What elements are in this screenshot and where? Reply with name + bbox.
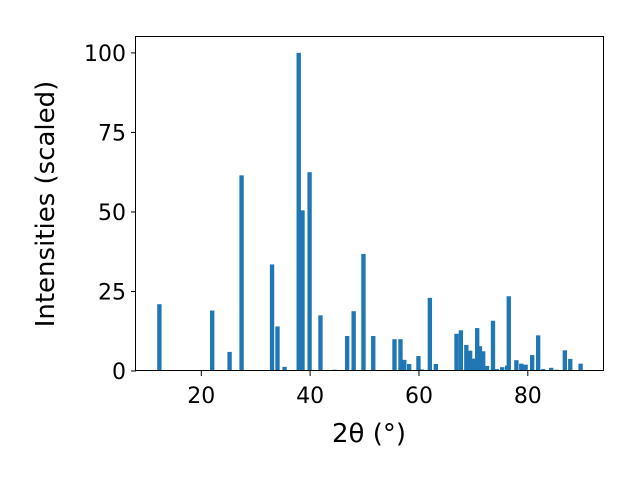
bar [506,296,511,371]
bar [318,315,323,371]
y-tick-label: 25 [98,280,126,305]
bar [351,311,356,371]
x-axis-label: 2θ (°) [332,419,406,449]
bar [275,326,280,371]
bar [529,355,535,371]
plot-frame [135,36,604,371]
bar [157,304,162,371]
bar [477,346,483,371]
bar [239,175,244,371]
bar [467,350,473,371]
bar [454,333,459,371]
bar [402,359,407,371]
bar [490,320,496,371]
bar [514,360,519,371]
bar [578,363,583,371]
x-tick-label: 20 [187,384,215,409]
y-tick-label: 75 [98,121,126,146]
y-tick-label: 50 [98,201,126,226]
bar [549,367,554,371]
bar [210,310,215,371]
x-tick-label: 80 [514,384,542,409]
bar [475,328,480,371]
x-tick-label: 60 [405,384,433,409]
bar [481,351,486,371]
bar [427,297,433,371]
bar [458,330,464,371]
y-axis-ticks: 0 25 50 75 100 [84,42,136,385]
bar [307,172,312,371]
bar [282,366,287,371]
bar [416,356,421,371]
bar [398,339,403,371]
bar [523,364,528,371]
bar [227,351,232,371]
x-axis-ticks: 20 40 60 80 [187,371,542,409]
bar [500,367,505,371]
bar [392,339,397,371]
bar [269,264,275,371]
bar [344,336,350,371]
bar [464,344,469,371]
bar [371,336,376,371]
bar [568,358,573,371]
bars-group [157,52,583,372]
bar [519,363,524,371]
y-axis-label: Intensities (scaled) [31,81,61,328]
x-tick-label: 40 [296,384,324,409]
bar [535,335,541,371]
bar [484,365,490,371]
bar [471,358,477,371]
y-tick-label: 100 [84,42,126,67]
bar [361,253,366,371]
bar [300,210,305,371]
bar [296,52,301,372]
y-tick-label: 0 [112,360,126,385]
bar [407,364,412,371]
bar [433,364,439,371]
bar [562,350,567,371]
